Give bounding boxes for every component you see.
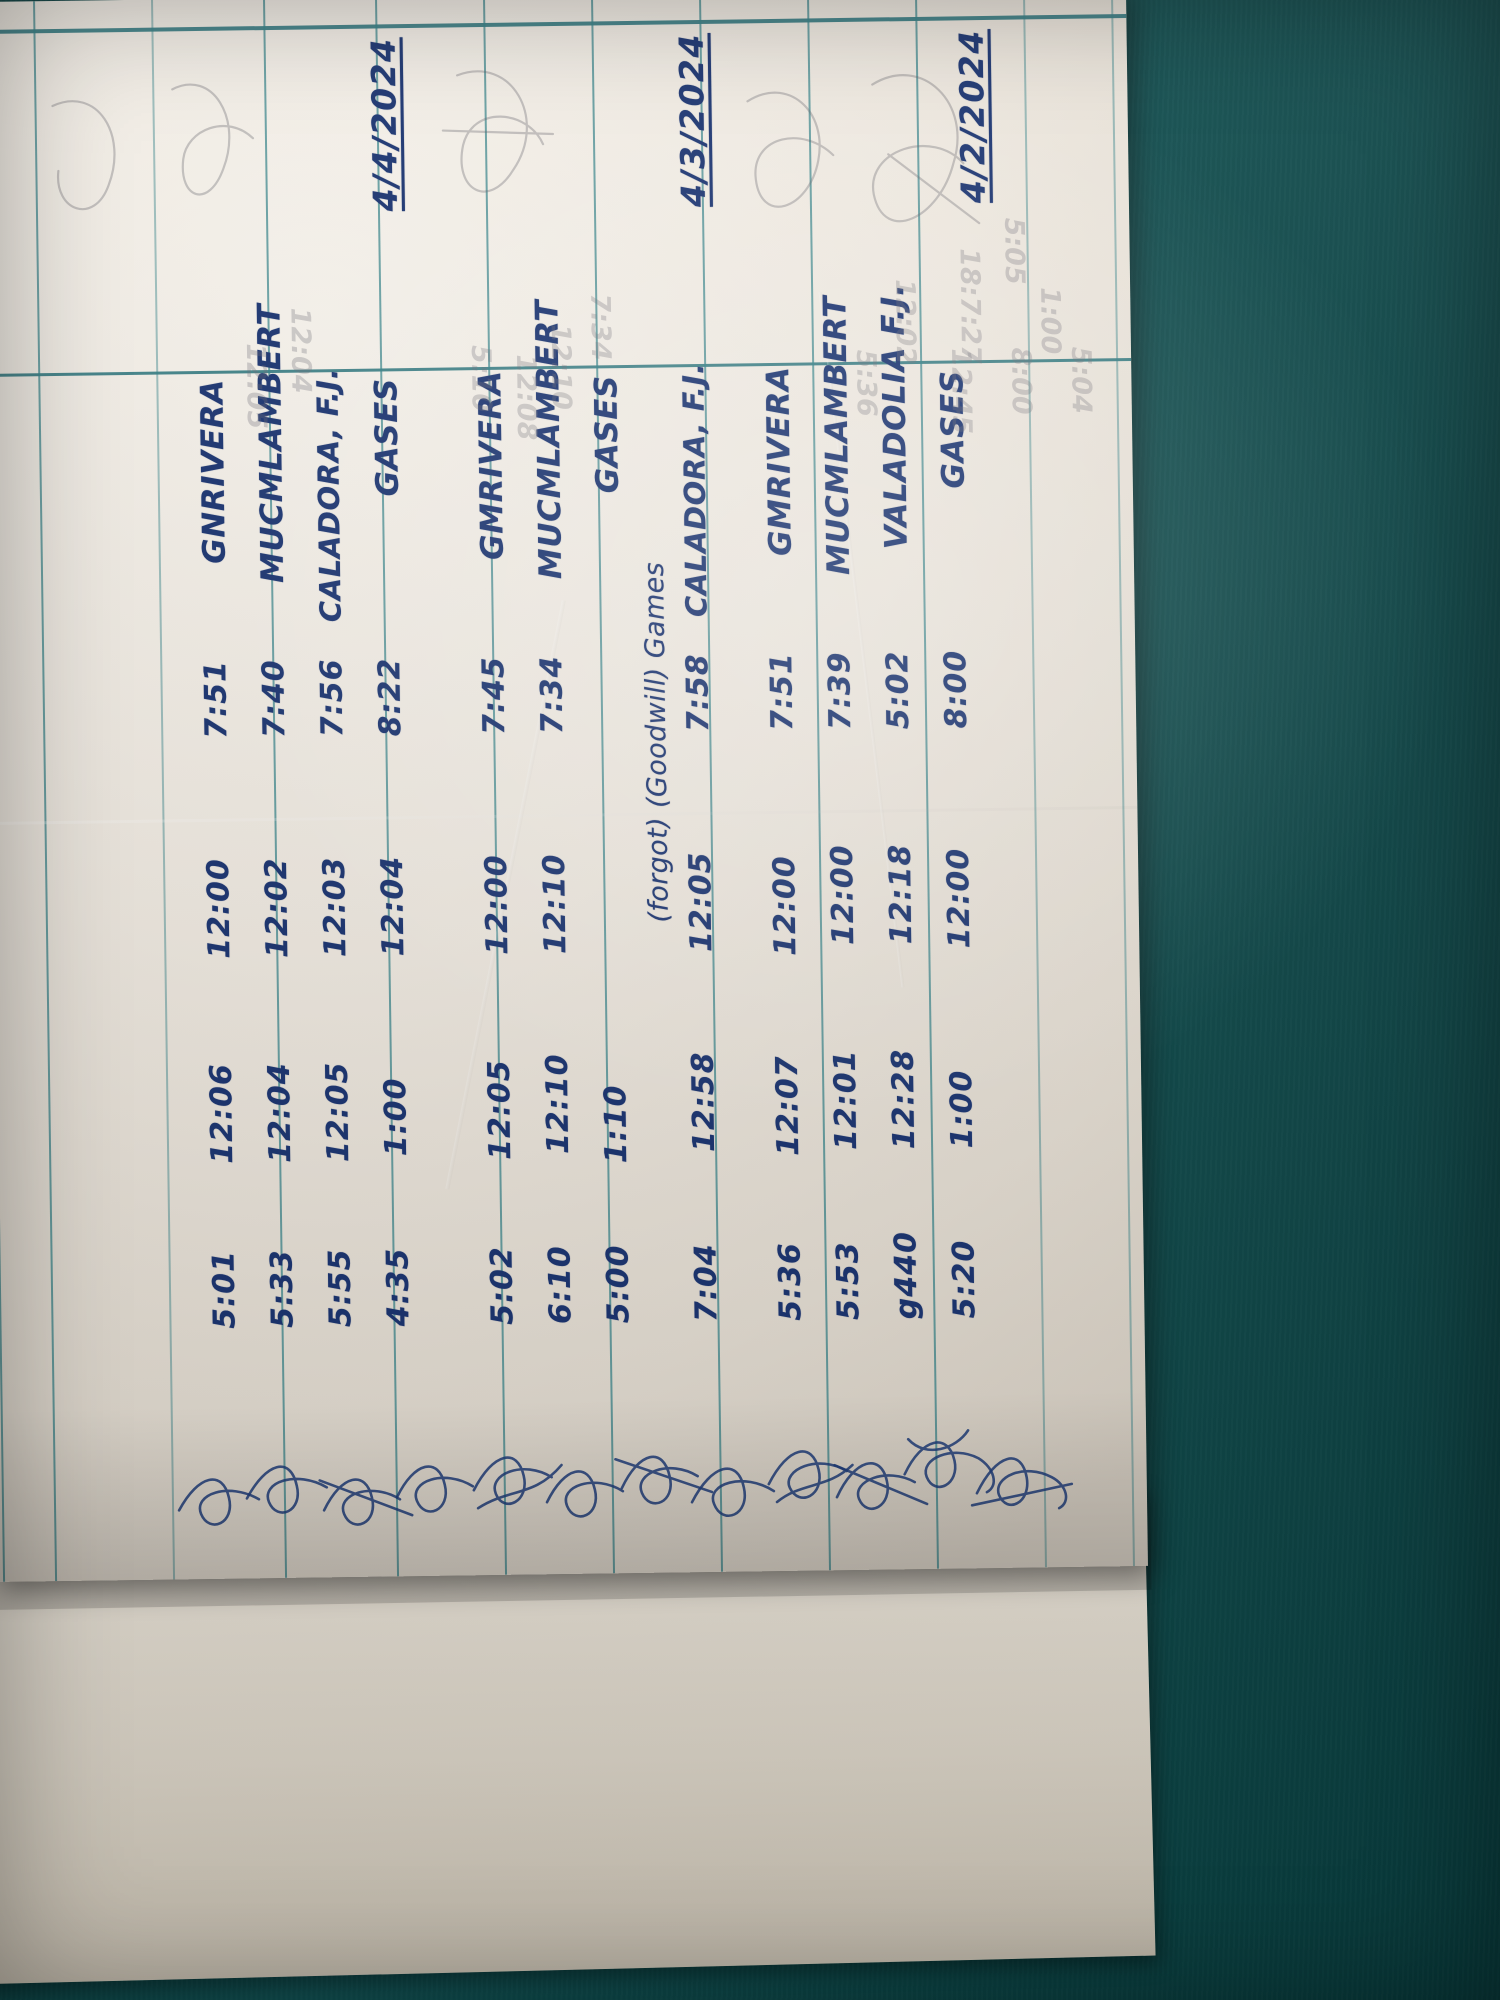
pencil-doodle <box>152 58 275 240</box>
time-in-am: 5:02 <box>880 650 917 730</box>
time-in-am: 7:34 <box>534 655 571 735</box>
time-out-am: 12:05 <box>682 851 720 953</box>
time-out-pm: 5:00 <box>600 1244 637 1324</box>
rule-line <box>698 0 724 1572</box>
time-in-pm: 12:06 <box>203 1063 241 1164</box>
ghost-mark: 8:00 <box>1004 347 1037 415</box>
ghost-mark: 5:10 <box>464 344 497 413</box>
pencil-doodle <box>432 49 565 231</box>
time-in-pm: 1:10 <box>598 1084 635 1164</box>
employee-name: GASES <box>588 374 626 494</box>
ghost-mark: 5:05 <box>998 217 1031 285</box>
ghost-mark: 7:34 <box>584 293 617 361</box>
signature-scribble <box>609 1432 730 1524</box>
ghost-mark: 12:02 <box>888 278 922 366</box>
signature-scribble <box>461 1429 582 1521</box>
time-out-am: 12:00 <box>940 847 978 949</box>
time-out-am: 12:00 <box>478 854 516 956</box>
time-in-pm: 12:01 <box>827 1049 865 1151</box>
time-in-am: 7:39 <box>822 651 859 731</box>
signature-scribble <box>536 1443 657 1535</box>
time-in-am: 7:58 <box>680 653 717 733</box>
time-out-pm: g440 <box>888 1230 925 1320</box>
time-out-pm: 5:36 <box>772 1241 809 1322</box>
date-label-3: 4/4/2024 <box>363 37 405 212</box>
ghost-mark: 1:00 <box>1034 286 1067 355</box>
signature-scribble <box>166 1453 287 1545</box>
rule-line <box>0 1 6 1582</box>
rule-line <box>374 0 400 1577</box>
rule-line <box>482 0 508 1575</box>
ghost-mark: 12:10 <box>544 323 577 411</box>
time-out-pm: 6:10 <box>542 1245 579 1325</box>
time-in-am: 7:51 <box>198 659 235 740</box>
time-in-am: 7:40 <box>256 659 293 739</box>
time-out-pm: 5:02 <box>484 1245 521 1326</box>
employee-name: GMRIVERA <box>760 366 799 557</box>
date-label-2: 4/3/2024 <box>671 32 713 208</box>
time-in-pm: 12:05 <box>481 1059 519 1161</box>
time-in-am: 8:22 <box>372 657 409 737</box>
pencil-doodle <box>842 43 995 275</box>
time-in-am: 8:00 <box>938 649 975 729</box>
time-out-am: 12:10 <box>536 853 574 955</box>
employee-name: GNRIVERA <box>194 378 233 565</box>
time-in-pm: 12:28 <box>885 1048 923 1150</box>
time-out-pm: 4:35 <box>380 1247 417 1327</box>
entry-note: (forgot) (Goodwill) Games <box>638 561 675 923</box>
ghost-mark: 5:04 <box>1064 346 1097 415</box>
time-out-am: 12:18 <box>882 843 920 945</box>
time-out-pm: 7:04 <box>688 1243 725 1323</box>
time-in-pm: 12:07 <box>769 1055 807 1157</box>
signature-scribble <box>966 1432 1087 1524</box>
employee-name: MUCMLAMBERT <box>817 295 858 576</box>
time-in-pm: 1:00 <box>378 1077 415 1157</box>
time-out-am: 12:00 <box>767 855 804 957</box>
time-in-pm: 12:10 <box>539 1053 577 1155</box>
pencil-doodle <box>32 80 144 242</box>
ghost-mark: 12:05 <box>239 342 273 430</box>
time-in-am: 7:45 <box>476 656 513 736</box>
signature-scribble <box>681 1441 802 1533</box>
time-out-am: 12:00 <box>201 858 238 960</box>
ghost-mark: 5:36 <box>849 349 882 418</box>
employee-name: CALADORA, F.J. <box>676 362 714 618</box>
employee-name: CALADORA, F.J. <box>310 367 348 623</box>
time-in-pm: 12:58 <box>685 1051 723 1153</box>
time-out-pm: 5:01 <box>206 1249 243 1329</box>
notebook-page: 4/2/2024 GASES 8:00 12:00 1:00 5:20 VALA… <box>0 0 1148 1582</box>
time-in-am: 7:51 <box>764 652 801 732</box>
time-out-am: 12:03 <box>316 856 354 958</box>
ghost-mark: 12:04 <box>284 307 317 394</box>
time-out-am: 12:04 <box>374 855 412 957</box>
time-out-pm: 5:55 <box>322 1248 359 1328</box>
pencil-doodle <box>732 60 855 262</box>
time-in-pm: 1:00 <box>944 1069 981 1149</box>
time-in-am: 7:56 <box>314 658 351 738</box>
rule-line <box>590 0 616 1574</box>
time-out-am: 12:02 <box>258 857 296 959</box>
signature-scribble <box>826 1434 947 1526</box>
signature-scribble <box>311 1451 432 1543</box>
signature-scribble <box>386 1440 507 1532</box>
ghost-mark: 12:08 <box>510 354 543 441</box>
signature-scribble <box>896 1418 1017 1510</box>
time-out-pm: 5:53 <box>830 1241 867 1321</box>
time-out-am: 12:00 <box>824 844 862 946</box>
signature-scribble <box>236 1437 357 1529</box>
time-out-pm: 5:20 <box>946 1239 983 1319</box>
employee-name: GASES <box>368 377 406 497</box>
time-out-pm: 5:33 <box>264 1249 301 1329</box>
time-in-pm: 12:04 <box>261 1062 299 1164</box>
signature-scribble <box>756 1425 877 1517</box>
time-in-pm: 12:05 <box>319 1061 357 1163</box>
page-edge-shadow <box>0 1389 1152 1611</box>
